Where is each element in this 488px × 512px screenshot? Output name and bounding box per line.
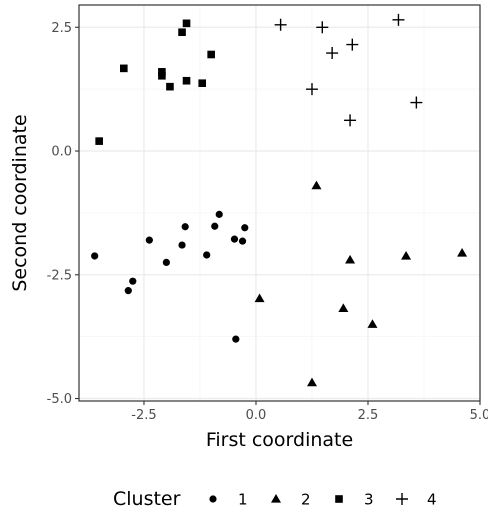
y-axis-title: Second coordinate <box>9 114 31 291</box>
minor-gridlines <box>79 5 480 401</box>
data-point-cluster-3 <box>158 71 166 80</box>
data-point-cluster-2 <box>254 293 265 303</box>
data-point-cluster-4 <box>305 83 318 96</box>
data-point-cluster-3 <box>207 50 215 59</box>
data-point-cluster-3 <box>178 28 186 37</box>
data-point-cluster-3 <box>166 82 174 91</box>
data-point-cluster-1 <box>230 235 239 243</box>
legend-label: 3 <box>364 491 374 509</box>
plot-panel <box>78 4 481 402</box>
data-point-cluster-4 <box>346 38 359 51</box>
data-point-cluster-1 <box>162 258 170 266</box>
y-tick-label: -5.0 <box>47 392 72 407</box>
data-point-cluster-1 <box>238 237 247 245</box>
panel-border <box>78 4 481 402</box>
legend-key-triangle <box>271 494 281 503</box>
data-point-cluster-4 <box>392 13 405 26</box>
legend-label: 4 <box>427 491 437 509</box>
data-point-cluster-1 <box>124 287 132 295</box>
data-point-cluster-4 <box>326 47 339 60</box>
data-point-cluster-1 <box>211 222 219 230</box>
data-point-cluster-4 <box>344 114 357 127</box>
data-point-cluster-3 <box>182 19 191 28</box>
data-point-cluster-3 <box>198 79 207 88</box>
data-point-cluster-2 <box>367 319 378 328</box>
data-point-cluster-4 <box>316 21 329 34</box>
legend-label: 1 <box>238 491 248 509</box>
legend-title: Cluster <box>113 488 181 510</box>
data-point-cluster-4 <box>274 18 287 31</box>
data-point-cluster-4 <box>410 96 423 109</box>
y-tick-label: 0.0 <box>51 145 72 160</box>
data-point-cluster-2 <box>338 303 349 313</box>
data-point-cluster-1 <box>91 252 99 260</box>
data-point-cluster-3 <box>95 137 103 145</box>
data-point-cluster-1 <box>215 210 223 218</box>
x-axis-ticks: -2.5 0.0 2.5 5.0 <box>131 401 488 423</box>
data-point-cluster-2 <box>345 254 356 264</box>
data-point-cluster-1 <box>145 236 153 244</box>
data-point-cluster-1 <box>178 241 186 249</box>
legend-label: 2 <box>301 491 311 509</box>
data-point-cluster-2 <box>457 247 468 257</box>
legend-key-circle <box>209 495 217 503</box>
data-point-cluster-2 <box>401 250 412 260</box>
data-point-cluster-3 <box>158 68 166 76</box>
data-point-cluster-3 <box>182 76 191 85</box>
x-tick-label: -2.5 <box>131 408 156 423</box>
data-points <box>91 13 468 387</box>
x-tick-label: 5.0 <box>470 408 488 423</box>
y-tick-label: 2.5 <box>51 21 72 36</box>
x-axis-title: First coordinate <box>206 429 353 451</box>
x-tick-label: 2.5 <box>358 408 379 423</box>
y-axis-ticks: 2.5 0.0 -2.5 -5.0 <box>47 21 79 407</box>
legend-key-square <box>335 495 343 503</box>
x-tick-label: 0.0 <box>246 408 267 423</box>
y-tick-label: -2.5 <box>47 268 72 283</box>
data-point-cluster-1 <box>232 335 240 343</box>
data-point-cluster-1 <box>181 223 189 231</box>
data-point-cluster-3 <box>120 64 128 73</box>
data-point-cluster-2 <box>306 377 317 387</box>
legend-key-plus <box>396 493 408 505</box>
data-point-cluster-1 <box>203 251 211 259</box>
data-point-cluster-1 <box>129 277 137 285</box>
data-point-cluster-2 <box>311 180 322 190</box>
legend: Cluster 1 2 3 4 <box>113 488 437 510</box>
panel-background <box>79 5 480 401</box>
data-point-cluster-1 <box>241 224 249 232</box>
